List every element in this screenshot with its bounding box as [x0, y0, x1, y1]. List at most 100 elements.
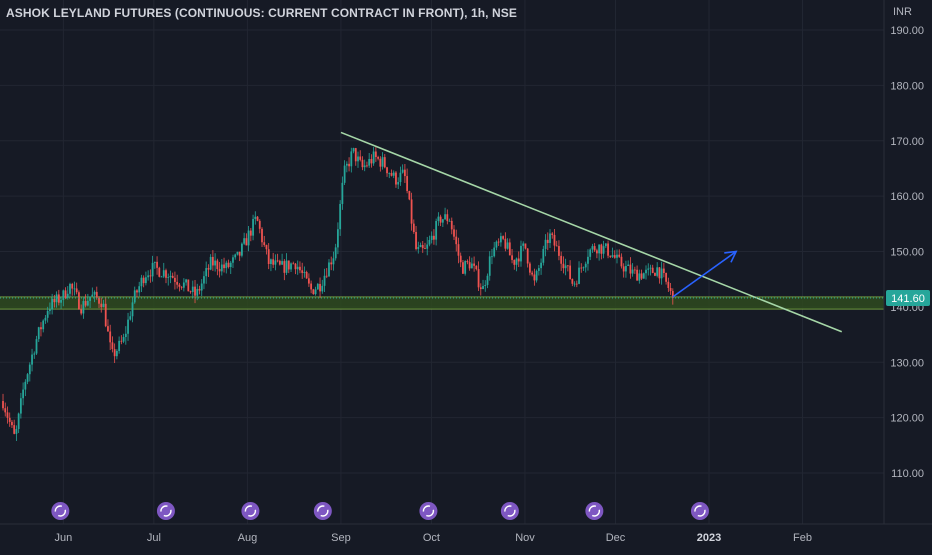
candle-body	[482, 285, 484, 290]
candle-body	[517, 258, 520, 262]
candle-body	[120, 340, 123, 342]
candle-body	[493, 247, 496, 257]
candle-body	[185, 279, 187, 283]
candle-body	[227, 262, 230, 268]
candle-body	[584, 263, 587, 268]
candle-body	[631, 269, 634, 274]
candle-body	[647, 268, 650, 270]
candle-body	[323, 275, 326, 286]
candle-body	[551, 233, 554, 235]
candle-body	[564, 265, 567, 269]
candle-body	[15, 429, 18, 434]
candle-body	[241, 243, 243, 256]
candle-body	[437, 216, 440, 221]
drawings	[340, 131, 843, 333]
candle-body	[60, 299, 62, 303]
candle-body	[118, 340, 121, 351]
candle-body	[622, 266, 625, 272]
candle-body	[464, 261, 467, 274]
candle-body	[343, 165, 346, 183]
candle-body	[435, 220, 438, 240]
candle-body	[439, 216, 442, 223]
time-axis[interactable]: Jun Jul Aug Sep Oct Nov Dec 2023 Feb	[54, 532, 812, 544]
candle-body	[359, 156, 362, 160]
candle-body	[560, 255, 563, 264]
candle-body	[89, 296, 91, 301]
candle-body	[477, 269, 480, 288]
candle-body	[194, 286, 196, 296]
candle-body	[165, 270, 167, 278]
candle-body	[573, 283, 576, 285]
candle-body	[636, 269, 638, 281]
price-tick-label: 150.00	[890, 247, 924, 259]
event-marker-glyph	[588, 505, 601, 517]
price-axis[interactable]: 110.00120.00130.00140.00150.00160.00170.…	[890, 25, 924, 480]
candle-body	[225, 262, 228, 269]
candle-body	[604, 243, 607, 247]
candle-body	[397, 182, 400, 185]
candle-body	[283, 261, 286, 273]
candle-body	[95, 291, 98, 298]
time-tick-label: Jul	[147, 532, 161, 544]
candle-body	[484, 284, 487, 286]
candle-body	[430, 235, 433, 241]
event-marker-circle	[585, 502, 604, 520]
candle-body	[535, 270, 538, 281]
breakout-arrow-head	[724, 250, 738, 263]
candle-body	[426, 244, 429, 249]
candle-body	[263, 242, 266, 245]
candle-body	[254, 216, 257, 219]
candle-body	[658, 267, 661, 279]
time-tick-label: Aug	[238, 532, 258, 544]
candle-body	[625, 265, 627, 272]
candle-body	[62, 290, 65, 300]
candle-body	[140, 277, 143, 287]
candle-body	[218, 269, 221, 272]
event-marker-glyph	[504, 505, 516, 517]
candle-body	[374, 151, 377, 157]
candle-body	[578, 267, 580, 284]
candle-body	[656, 267, 659, 276]
candle-body	[51, 298, 54, 310]
candle-body	[86, 300, 89, 306]
candle-body	[533, 274, 536, 281]
event-marker-glyph	[317, 505, 329, 517]
candle-body	[307, 278, 310, 284]
candle-body	[334, 247, 337, 259]
candle-body	[544, 239, 547, 249]
candle-body	[113, 349, 116, 357]
time-tick-label: Oct	[423, 532, 440, 544]
candle-body	[504, 238, 507, 249]
event-marker-glyph	[694, 505, 706, 517]
candle-body	[171, 275, 174, 278]
candle-body	[381, 157, 384, 167]
candle-body	[667, 281, 670, 288]
candle-body	[216, 260, 219, 270]
candle-body	[55, 294, 58, 303]
candle-body	[370, 158, 373, 164]
candle-body	[28, 364, 31, 375]
candle-body	[348, 163, 350, 167]
candle-body	[361, 159, 364, 168]
candle-body	[332, 258, 335, 265]
candle-body	[243, 238, 246, 244]
candle-body	[651, 267, 654, 273]
candle-body	[475, 265, 478, 270]
price-tick-label: 160.00	[890, 191, 924, 203]
candle-body	[575, 283, 578, 285]
candle-body	[609, 255, 612, 257]
candle-body	[390, 173, 393, 176]
candle-body	[69, 283, 71, 294]
time-tick-label: Dec	[606, 532, 626, 544]
candle-body	[312, 289, 315, 295]
candle-body	[321, 285, 324, 292]
candle-body	[160, 276, 163, 278]
candle-body	[98, 297, 100, 304]
candle-body	[209, 256, 212, 270]
candle-body	[499, 236, 502, 243]
candle-body	[174, 277, 176, 282]
candle-body	[450, 220, 453, 230]
candle-body	[13, 425, 16, 434]
